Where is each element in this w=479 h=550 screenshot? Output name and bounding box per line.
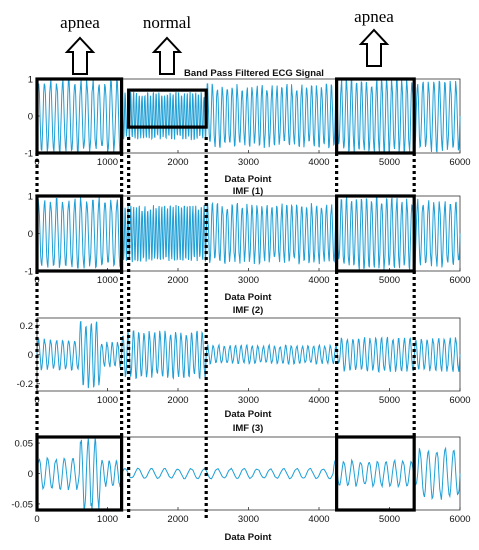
x-axis-label: Data Point bbox=[225, 532, 273, 543]
highlight-box bbox=[35, 194, 124, 273]
x-tick-label: 0 bbox=[34, 275, 39, 286]
chart-panel-imf1: IMF (1) Data Point 0 1000 2000 3000 4000 5000… bbox=[25, 186, 471, 303]
x-tick-label: 0 bbox=[34, 157, 39, 168]
x-tick-label: 0 bbox=[34, 395, 39, 406]
highlight-box bbox=[335, 77, 416, 155]
up-arrow-icon bbox=[358, 28, 390, 67]
x-tick-label: 4000 bbox=[308, 157, 329, 168]
y-tick-label: 0 bbox=[28, 469, 33, 480]
y-tick-label: 0 bbox=[28, 229, 33, 240]
chart-panel-imf3: IMF (3) Data Point 0 1000 2000 3000 4000 5000… bbox=[11, 423, 470, 543]
y-tick-label: 0 bbox=[28, 350, 33, 361]
series-line bbox=[36, 438, 461, 511]
annotation-apnea-right: apnea bbox=[354, 7, 394, 67]
annotation-label: normal bbox=[143, 13, 191, 32]
x-tick-label: 6000 bbox=[449, 395, 470, 406]
y-tick-label: 0.2 bbox=[20, 321, 33, 332]
annotation-normal: normal bbox=[143, 13, 191, 75]
chart-title: IMF (1) bbox=[233, 186, 264, 197]
x-axis-label: Data Point bbox=[225, 292, 273, 303]
dotted-connector-group bbox=[35, 137, 416, 520]
annotation-label: apnea bbox=[60, 13, 100, 32]
chart-title: Band Pass Filtered ECG Signal bbox=[184, 68, 324, 79]
x-tick-label: 6000 bbox=[449, 514, 470, 525]
highlight-box bbox=[335, 435, 416, 512]
annotation-apnea-left: apnea bbox=[60, 13, 100, 75]
y-tick-label: 1 bbox=[28, 192, 33, 203]
x-tick-label: 5000 bbox=[379, 157, 400, 168]
x-tick-label: 0 bbox=[34, 514, 39, 525]
series-line bbox=[36, 196, 461, 271]
x-tick-label: 4000 bbox=[308, 275, 329, 286]
annotation-label: apnea bbox=[354, 7, 394, 26]
highlight-box bbox=[335, 194, 416, 273]
chart-title: IMF (2) bbox=[233, 305, 264, 316]
x-tick-label: 3000 bbox=[238, 275, 259, 286]
x-tick-label: 6000 bbox=[449, 275, 470, 286]
x-tick-label: 1000 bbox=[97, 395, 118, 406]
x-tick-label: 3000 bbox=[238, 157, 259, 168]
highlight-box bbox=[35, 435, 124, 512]
x-tick-label: 4000 bbox=[308, 514, 329, 525]
y-tick-label: 0 bbox=[28, 112, 33, 123]
series-line bbox=[36, 321, 461, 389]
up-arrow-icon bbox=[151, 36, 183, 75]
x-tick-label: 1000 bbox=[97, 157, 118, 168]
y-tick-label: -1 bbox=[25, 267, 33, 278]
y-tick-label: -1 bbox=[25, 149, 33, 160]
x-tick-label: 2000 bbox=[167, 275, 188, 286]
y-tick-label: 1 bbox=[28, 75, 33, 86]
x-tick-label: 5000 bbox=[379, 514, 400, 525]
x-tick-label: 2000 bbox=[167, 395, 188, 406]
highlight-box bbox=[127, 88, 208, 129]
x-axis-label: Data Point bbox=[225, 409, 273, 420]
x-tick-label: 2000 bbox=[167, 157, 188, 168]
x-tick-label: 5000 bbox=[379, 275, 400, 286]
y-tick-label: 0.05 bbox=[15, 439, 34, 450]
x-tick-label: 6000 bbox=[449, 157, 470, 168]
x-tick-label: 2000 bbox=[167, 514, 188, 525]
x-axis-label: Data Point bbox=[225, 174, 273, 185]
x-tick-label: 3000 bbox=[238, 514, 259, 525]
y-tick-label: -0.2 bbox=[17, 379, 33, 390]
x-tick-label: 3000 bbox=[238, 395, 259, 406]
y-tick-label: -0.05 bbox=[11, 499, 33, 510]
chart-panel-ecg: Band Pass Filtered ECG Signal Data Point… bbox=[25, 68, 471, 185]
chart-title: IMF (3) bbox=[233, 423, 264, 434]
x-tick-label: 1000 bbox=[97, 275, 118, 286]
x-tick-label: 5000 bbox=[379, 395, 400, 406]
x-tick-label: 1000 bbox=[97, 514, 118, 525]
series-line bbox=[36, 78, 461, 154]
x-tick-label: 4000 bbox=[308, 395, 329, 406]
up-arrow-icon bbox=[64, 36, 96, 75]
chart-panel-imf2: IMF (2) Data Point 0 1000 2000 3000 4000 5000… bbox=[17, 305, 471, 420]
highlight-box bbox=[35, 77, 124, 155]
